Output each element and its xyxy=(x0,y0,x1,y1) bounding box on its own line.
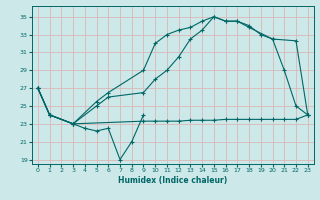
X-axis label: Humidex (Indice chaleur): Humidex (Indice chaleur) xyxy=(118,176,228,185)
